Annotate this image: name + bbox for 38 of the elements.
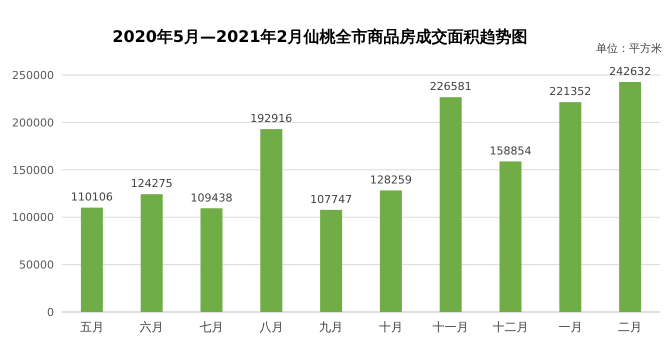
x-tick-label: 十一月: [432, 320, 469, 334]
x-tick-label: 六月: [140, 320, 164, 334]
bar: [440, 97, 462, 312]
y-axis-title: 单位：平方米: [596, 42, 662, 55]
x-tick-label: 八月: [259, 320, 284, 334]
chart-title: 2020年5月—2021年2月仙桃全市商品房成交面积趋势图: [112, 27, 528, 46]
y-tick-label: 0: [47, 306, 54, 319]
bar: [619, 82, 642, 312]
data-label: 128259: [370, 173, 412, 186]
data-label: 192916: [250, 112, 292, 126]
data-label: 242632: [609, 64, 652, 78]
y-tick-label: 50000: [19, 258, 54, 272]
y-tick-label: 100000: [12, 211, 54, 224]
y-tick-label: 150000: [12, 164, 54, 177]
bar: [559, 102, 582, 312]
y-tick-label: 250000: [12, 69, 54, 82]
data-label: 226581: [430, 80, 472, 94]
data-label: 107747: [310, 192, 352, 206]
x-tick-label: 十二月: [492, 320, 528, 334]
data-label: 109438: [190, 191, 232, 204]
data-label: 124275: [130, 177, 173, 190]
x-tick-label: 七月: [200, 320, 224, 334]
bar: [260, 129, 282, 312]
bar: [140, 194, 163, 312]
x-tick-label: 十月: [378, 320, 403, 334]
data-label: 158854: [490, 144, 532, 158]
bar: [80, 208, 103, 312]
x-tick-label: 一月: [558, 320, 582, 334]
y-tick-label: 200000: [12, 116, 54, 130]
data-label: 110106: [70, 190, 113, 204]
bar: [320, 210, 342, 312]
x-tick-label: 五月: [80, 320, 104, 334]
bar: [200, 208, 222, 312]
bar: [500, 161, 522, 312]
data-label: 221352: [549, 85, 592, 98]
x-tick-label: 九月: [319, 320, 344, 334]
bar: [380, 190, 402, 312]
x-tick-label: 二月: [618, 320, 642, 334]
